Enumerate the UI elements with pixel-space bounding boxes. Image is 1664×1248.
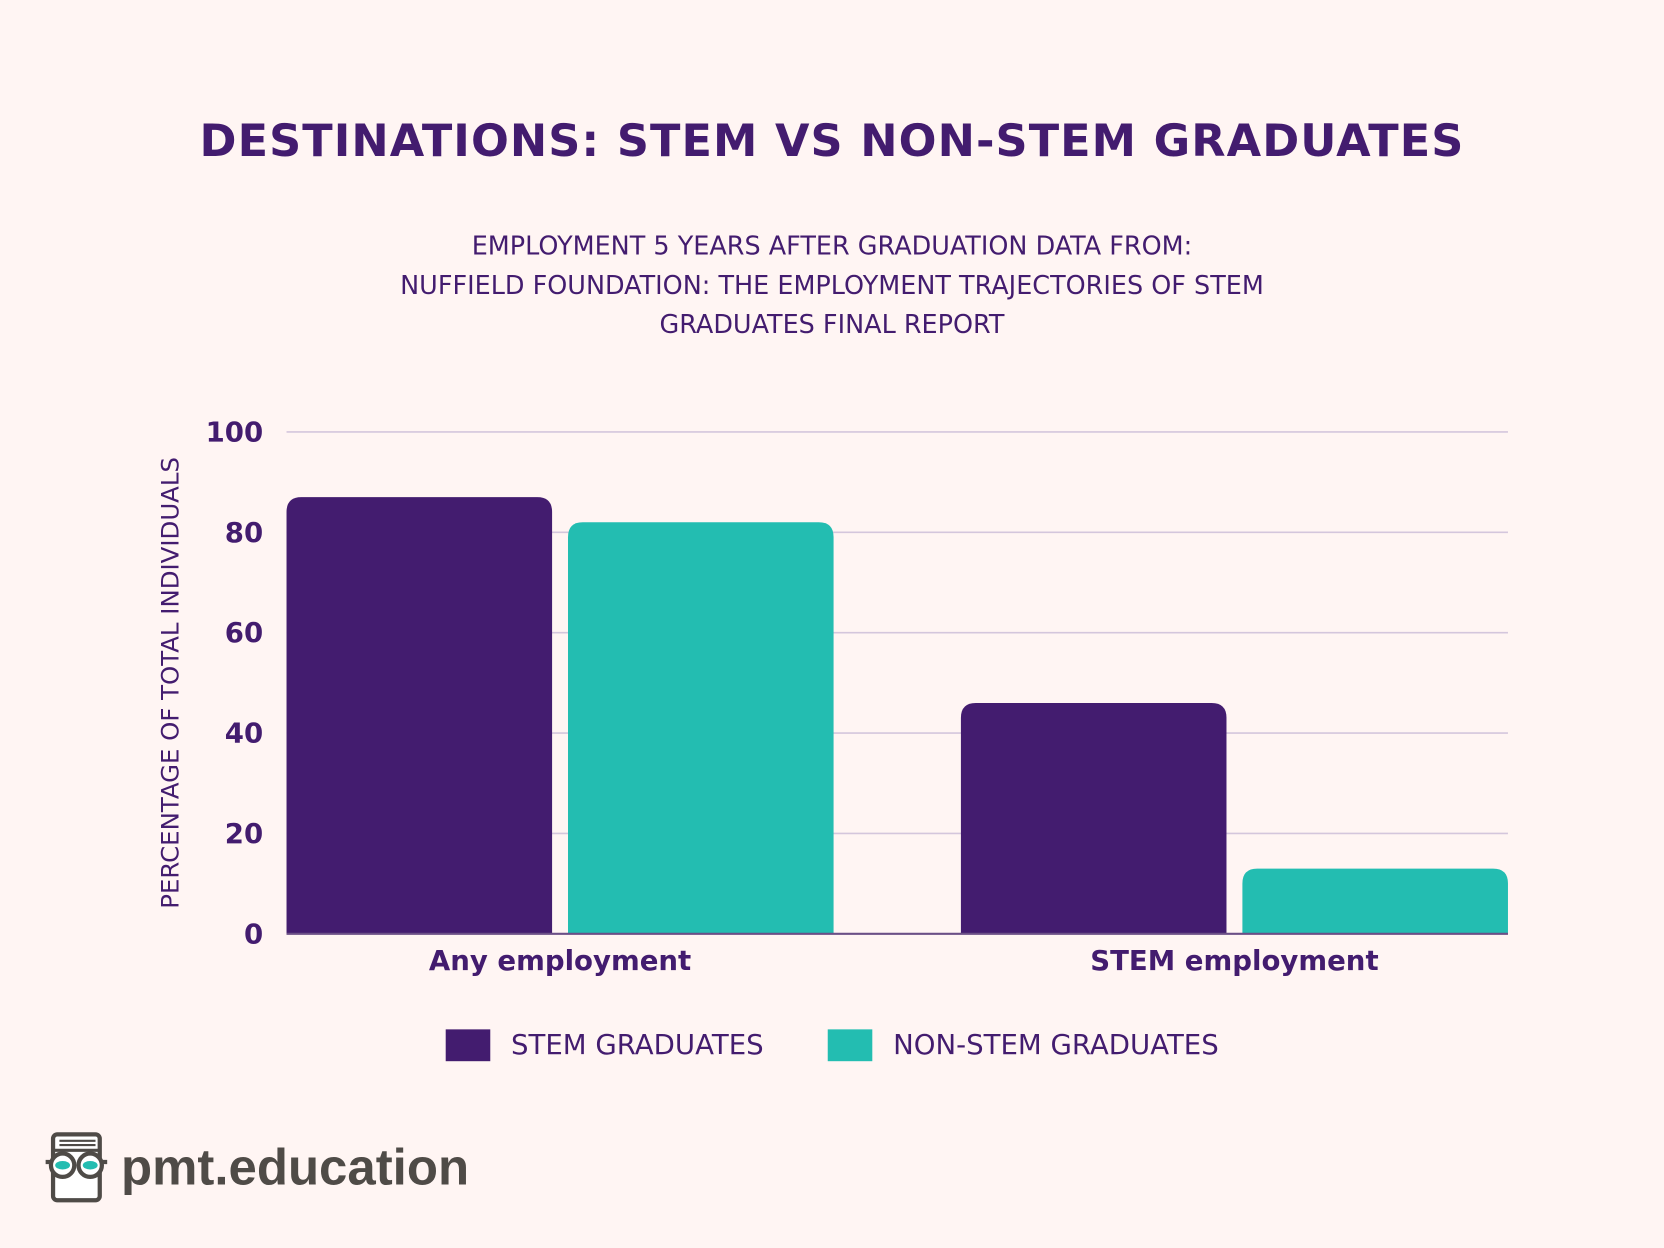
y-tick-label: 60 <box>225 616 263 649</box>
y-tick-label: 40 <box>225 717 263 750</box>
bar-non-stem <box>568 522 834 934</box>
legend-item-stem: STEM GRADUATES <box>445 1029 764 1062</box>
bar-non-stem <box>1242 868 1508 934</box>
x-category-label: STEM employment <box>1090 944 1378 977</box>
legend-swatch-stem <box>445 1029 490 1062</box>
y-tick-label: 80 <box>225 516 263 549</box>
y-tick-label: 100 <box>206 415 264 448</box>
chart-subtitle-line-3: GRADUATES FINAL REPORT <box>659 309 1005 340</box>
legend-label-stem: STEM GRADUATES <box>511 1029 764 1062</box>
book-with-glasses-icon <box>45 1132 108 1203</box>
y-tick-label: 20 <box>225 817 263 850</box>
chart-title: DESTINATIONS: STEM VS NON-STEM GRADUATES <box>199 114 1465 167</box>
legend-label-non-stem: NON-STEM GRADUATES <box>893 1029 1219 1062</box>
bar-stem <box>960 702 1227 934</box>
legend: STEM GRADUATES NON-STEM GRADUATES <box>0 1029 1664 1062</box>
chart-subtitle-line-2: NUFFIELD FOUNDATION: THE EMPLOYMENT TRAJ… <box>400 270 1264 301</box>
logo-text: pmt.education <box>120 1139 470 1196</box>
bar-stem <box>286 497 553 934</box>
chart-subtitle-line-1: EMPLOYMENT 5 YEARS AFTER GRADUATION DATA… <box>471 231 1193 262</box>
pmt-logo: pmt.education <box>45 1131 469 1203</box>
y-tick-label: 0 <box>244 917 263 950</box>
x-category-label: Any employment <box>429 944 691 977</box>
legend-swatch-non-stem <box>827 1029 872 1062</box>
legend-item-non-stem: NON-STEM GRADUATES <box>827 1029 1219 1062</box>
bar-chart: 0 20 40 60 80 100 Any employment STEM employmen… <box>155 415 1508 977</box>
y-axis-label: PERCENTAGE OF TOTAL INDIVIDUALS <box>155 457 184 909</box>
